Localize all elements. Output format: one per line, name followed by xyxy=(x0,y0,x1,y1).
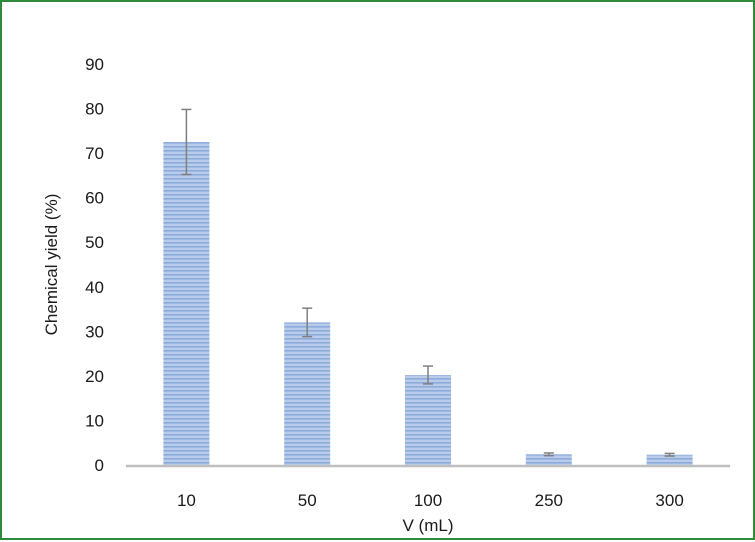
x-axis-ticks: 10 50 100 250 300 xyxy=(177,491,684,510)
bar xyxy=(405,374,451,465)
x-axis-title: V (mL) xyxy=(403,516,454,535)
x-tick-label: 300 xyxy=(655,491,683,510)
error-bar xyxy=(664,452,675,457)
error-bar xyxy=(423,365,433,385)
bar xyxy=(525,454,572,465)
y-axis-title: Chemical yield (%) xyxy=(42,194,61,336)
x-tick-label: 100 xyxy=(414,491,442,510)
y-tick-label: 30 xyxy=(85,322,104,341)
y-tick-label: 80 xyxy=(85,100,104,119)
y-axis-ticks: 0 10 20 30 40 50 60 70 80 90 xyxy=(85,55,104,475)
y-tick-label: 20 xyxy=(85,367,104,386)
y-tick-label: 60 xyxy=(85,189,104,208)
y-tick-label: 50 xyxy=(85,233,104,252)
error-bars-group xyxy=(181,108,675,457)
y-tick-label: 10 xyxy=(85,411,104,430)
bars-group xyxy=(163,141,693,465)
y-tick-label: 0 xyxy=(95,456,104,475)
error-bar xyxy=(543,452,554,457)
y-tick-label: 40 xyxy=(85,278,104,297)
x-tick-label: 250 xyxy=(535,491,563,510)
bar xyxy=(646,454,693,465)
bar xyxy=(284,322,331,465)
x-tick-label: 50 xyxy=(298,491,317,510)
error-bar xyxy=(302,307,313,338)
error-bar xyxy=(181,108,192,176)
x-tick-label: 10 xyxy=(177,491,196,510)
y-tick-label: 70 xyxy=(85,144,104,163)
bar xyxy=(163,141,210,465)
y-tick-label: 90 xyxy=(85,55,104,74)
